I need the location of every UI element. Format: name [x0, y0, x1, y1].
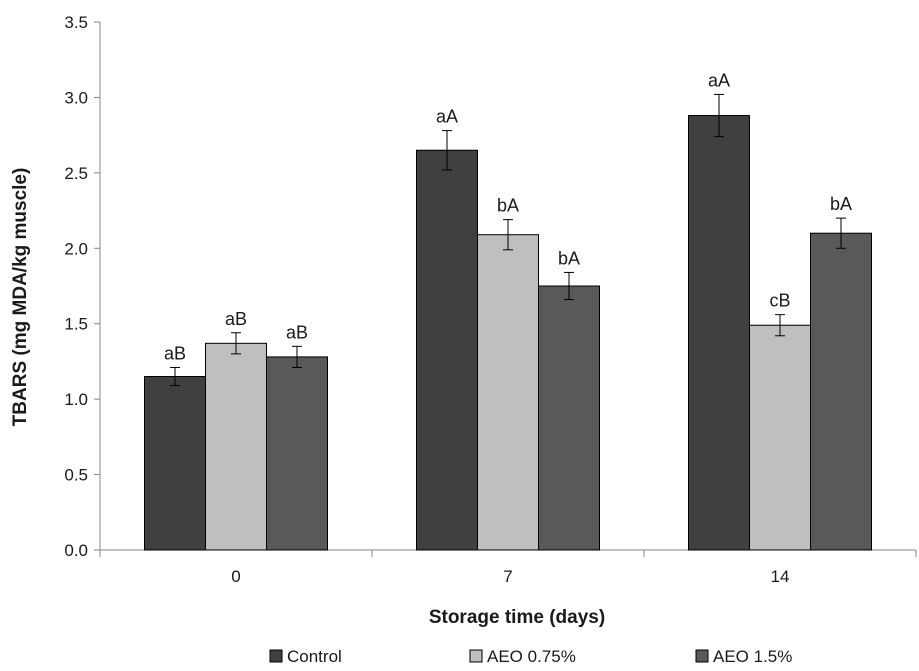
bar — [749, 324, 811, 551]
y-tick-label: 1.0 — [64, 390, 88, 409]
bar — [205, 342, 267, 551]
x-tick-label: 7 — [503, 567, 512, 586]
y-tick-label: 0.5 — [64, 466, 88, 485]
legend-label: AEO 1.5% — [713, 647, 792, 666]
bar — [144, 376, 206, 551]
data-label: aA — [708, 70, 730, 90]
y-axis-title: TBARS (mg MDA/kg muscle) — [10, 168, 31, 427]
bar — [266, 356, 328, 551]
legend-swatch — [469, 649, 483, 663]
y-tick-label: 3.5 — [64, 13, 88, 32]
bar — [538, 285, 600, 551]
data-label: bA — [558, 248, 580, 268]
data-label: cB — [769, 291, 790, 311]
bar — [810, 232, 872, 551]
legend-swatch — [269, 649, 283, 663]
bar — [477, 234, 539, 551]
data-label: aB — [164, 343, 186, 363]
x-axis-title: Storage time (days) — [429, 607, 605, 628]
legend-label: Control — [287, 647, 342, 666]
legend-swatch — [695, 649, 709, 663]
y-tick-label: 2.5 — [64, 164, 88, 183]
y-tick-label: 0.0 — [64, 541, 88, 560]
data-label: aA — [436, 107, 458, 127]
data-label: aB — [225, 309, 247, 329]
y-axis: 0.0 0.5 1.0 1.5 2.0 2.5 3.0 3.5 — [64, 13, 101, 560]
x-tick-label: 14 — [771, 567, 790, 586]
y-tick-label: 1.5 — [64, 315, 88, 334]
data-label: bA — [830, 194, 852, 214]
bar — [416, 149, 478, 551]
bar — [688, 115, 750, 551]
data-label: aB — [286, 322, 308, 342]
bars: aB aB aB aA bA bA aA cB bA — [144, 70, 872, 551]
x-tick-label: 0 — [231, 567, 240, 586]
y-tick-label: 3.0 — [64, 88, 88, 107]
y-tick-label: 2.0 — [64, 239, 88, 258]
legend-label: AEO 0.75% — [487, 647, 576, 666]
x-axis: 0 7 14 — [99, 549, 917, 586]
legend: Control AEO 0.75% AEO 1.5% — [269, 647, 792, 666]
data-label: bA — [497, 196, 519, 216]
